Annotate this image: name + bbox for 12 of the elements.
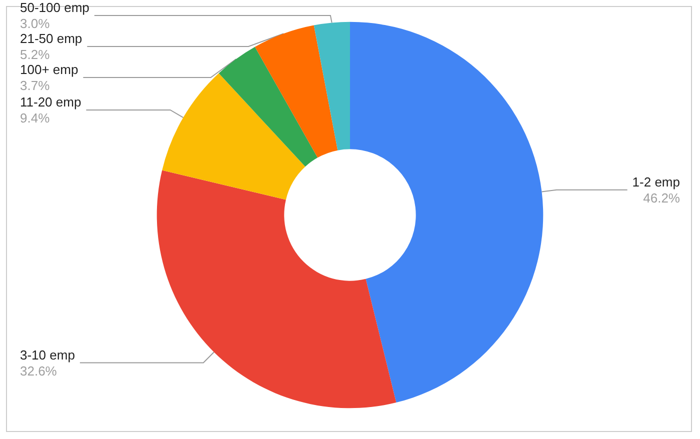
data-label: 32.6% [20,363,58,378]
slice-label: 1-2 emp [632,174,680,190]
data-label: 9.4% [20,110,50,126]
data-label: 3.0% [20,16,50,31]
slice-label: 11-20 emp [20,94,82,110]
slice-label: 100+ emp [20,62,78,77]
data-label: 3.7% [20,78,50,93]
data-label: 5.2% [20,47,50,62]
slice-label: 3-10 emp [20,347,75,362]
slice-label: 50-100 emp [20,0,90,15]
data-label: 46.2% [643,190,680,206]
slice-label: 21-50 emp [20,31,82,46]
